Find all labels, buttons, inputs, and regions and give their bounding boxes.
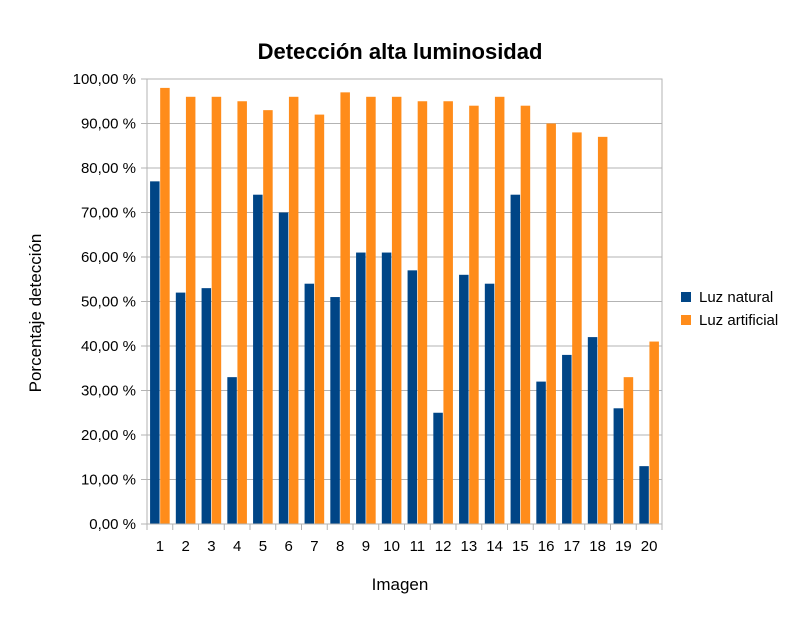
bar-luz-natural bbox=[484, 283, 495, 524]
bar-luz-artificial bbox=[314, 114, 325, 524]
legend-label: Luz artificial bbox=[699, 312, 778, 329]
bar-luz-artificial bbox=[263, 110, 273, 525]
bar-luz-natural bbox=[407, 270, 418, 524]
x-tick-label: 11 bbox=[410, 538, 426, 555]
bar-luz-natural bbox=[278, 212, 289, 524]
x-tick-label: 18 bbox=[589, 538, 606, 555]
bar-luz-natural bbox=[227, 377, 237, 524]
x-tick-label: 16 bbox=[538, 538, 555, 555]
x-tick-label: 15 bbox=[512, 538, 529, 555]
y-tick-label: 80,00 % bbox=[81, 160, 136, 177]
bar-luz-natural bbox=[562, 354, 572, 524]
bar-luz-natural bbox=[304, 283, 315, 524]
bar-luz-natural bbox=[536, 381, 546, 524]
bars bbox=[150, 87, 659, 525]
bar-luz-natural bbox=[510, 194, 521, 524]
bar-luz-artificial bbox=[469, 105, 479, 524]
x-tick-label: 13 bbox=[461, 538, 478, 555]
bar-luz-artificial bbox=[520, 105, 531, 524]
x-axis-title: Imagen bbox=[372, 575, 429, 594]
chart-title: Detección alta luminosidad bbox=[258, 39, 543, 64]
bar-luz-natural bbox=[201, 288, 212, 524]
y-axis-title: Porcentaje detección bbox=[26, 234, 45, 393]
bar-luz-artificial bbox=[340, 92, 350, 524]
y-tick-label: 50,00 % bbox=[81, 294, 136, 311]
bar-luz-natural bbox=[613, 408, 624, 524]
bar-luz-natural bbox=[459, 274, 469, 524]
y-tick-label: 40,00 % bbox=[81, 338, 136, 355]
bar-luz-natural bbox=[381, 252, 392, 525]
y-tick-label: 20,00 % bbox=[81, 427, 136, 444]
bar-luz-artificial bbox=[211, 96, 222, 525]
gridlines bbox=[147, 78, 662, 525]
x-tick-label: 3 bbox=[207, 538, 215, 555]
x-tick-label: 7 bbox=[310, 538, 318, 555]
bar-luz-natural bbox=[639, 466, 649, 524]
x-tick-label: 19 bbox=[615, 538, 632, 555]
y-tick-label: 30,00 % bbox=[81, 383, 136, 400]
bar-luz-artificial bbox=[623, 377, 634, 524]
bar-luz-artificial bbox=[288, 96, 299, 525]
x-tick-label: 12 bbox=[435, 538, 452, 555]
bar-luz-natural bbox=[175, 292, 186, 524]
y-axis-ticks: 0,00 % 10,00 % 20,00 % 30,00 % 40,00 % 50,00 … bbox=[73, 71, 147, 533]
y-tick-label: 0,00 % bbox=[89, 516, 136, 533]
bar-luz-natural bbox=[433, 412, 443, 524]
bar-luz-artificial bbox=[572, 132, 582, 524]
bar-luz-natural bbox=[587, 337, 598, 524]
legend-swatch bbox=[681, 292, 691, 302]
legend-swatch bbox=[681, 315, 691, 325]
x-tick-label: 2 bbox=[181, 538, 189, 555]
x-tick-label: 1 bbox=[156, 538, 164, 555]
legend: Luz natural Luz artificial bbox=[681, 289, 778, 329]
bar-luz-artificial bbox=[391, 96, 402, 525]
bar-luz-artificial bbox=[185, 96, 196, 525]
bar-luz-artificial bbox=[366, 96, 376, 525]
bar-luz-artificial bbox=[649, 341, 659, 524]
x-axis-ticks: 1 2 3 4 5 6 7 8 9 10 11 12 13 14 15 16 17 18 19 20 bbox=[146, 524, 663, 555]
x-tick-label: 20 bbox=[641, 538, 658, 555]
bar-luz-natural bbox=[253, 194, 263, 524]
x-tick-label: 9 bbox=[362, 538, 370, 555]
y-tick-label: 60,00 % bbox=[81, 249, 136, 266]
bar-luz-artificial bbox=[237, 101, 247, 524]
bar-luz-artificial bbox=[417, 101, 428, 524]
x-tick-label: 6 bbox=[284, 538, 292, 555]
bar-luz-natural bbox=[330, 297, 340, 524]
x-tick-label: 10 bbox=[383, 538, 400, 555]
x-tick-label: 8 bbox=[336, 538, 344, 555]
y-tick-label: 100,00 % bbox=[73, 71, 136, 88]
x-tick-label: 17 bbox=[564, 538, 581, 555]
bar-luz-natural bbox=[356, 252, 366, 525]
bar-luz-artificial bbox=[160, 87, 170, 525]
bar-luz-artificial bbox=[597, 136, 608, 524]
bar-luz-artificial bbox=[494, 96, 505, 525]
x-tick-label: 4 bbox=[233, 538, 241, 555]
bar-luz-artificial bbox=[443, 101, 453, 524]
x-tick-label: 14 bbox=[486, 538, 503, 555]
y-tick-label: 70,00 % bbox=[81, 205, 136, 222]
x-tick-label: 5 bbox=[259, 538, 267, 555]
bar-luz-artificial bbox=[546, 123, 556, 524]
bar-luz-natural bbox=[150, 181, 160, 524]
y-tick-label: 90,00 % bbox=[81, 116, 136, 133]
y-tick-label: 10,00 % bbox=[81, 472, 136, 489]
legend-label: Luz natural bbox=[699, 289, 773, 306]
